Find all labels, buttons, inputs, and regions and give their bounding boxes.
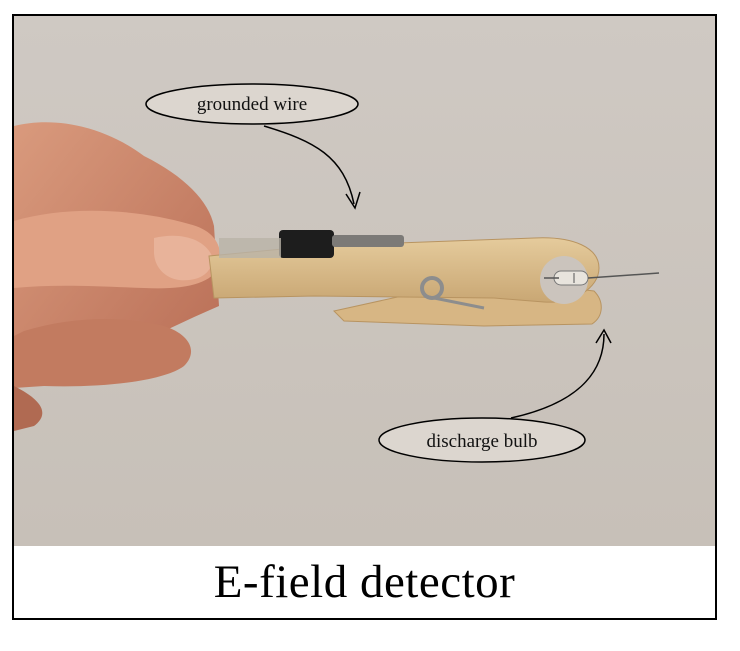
figure-frame: grounded wire discharge bulb E-field det… [12,14,717,620]
annotation-discharge-bulb: discharge bulb [378,328,612,463]
connector [279,230,334,258]
wire-sleeve [219,238,281,258]
annotation-ellipse-top [145,83,359,125]
annotation-label-top: grounded wire [197,94,307,115]
arrow-top [263,125,355,205]
annotation-label-bottom: discharge bulb [427,431,538,452]
clothespin-spring [420,276,485,310]
figure-caption: E-field detector [213,556,516,608]
annotation-ellipse-bottom [378,417,586,463]
arrow-bottom [510,333,605,419]
discharge-bulb [544,270,660,286]
grounded-wire [332,235,404,247]
hand [14,122,221,431]
annotation-grounded-wire: grounded wire [145,83,361,210]
photo: grounded wire discharge bulb [14,16,715,546]
